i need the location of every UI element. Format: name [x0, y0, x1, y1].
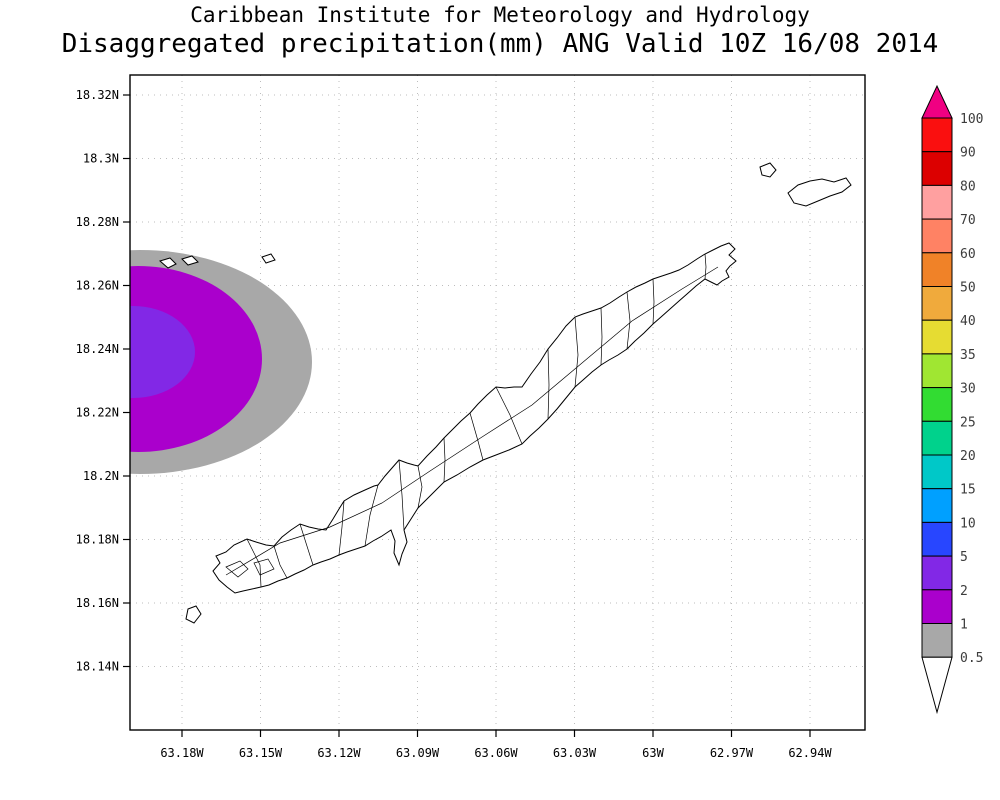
chart-title: Disaggregated precipitation(mm) ANG Vali…: [61, 29, 939, 59]
colorbar-arrow-top: [921, 84, 953, 119]
colorbar-band: [921, 286, 953, 321]
y-axis-label: 18.3N: [83, 152, 119, 166]
islet-outline: [261, 253, 276, 264]
y-axis-label: 18.22N: [76, 406, 119, 420]
colorbar-label: 100: [960, 112, 983, 127]
islet-outline: [787, 177, 852, 207]
plot-frame: [129, 74, 866, 731]
basin-boundary-line: [443, 437, 446, 483]
x-axis-label: 63.15W: [239, 746, 283, 760]
x-axis-label: 63.18W: [160, 746, 204, 760]
y-axis-label: 18.2N: [83, 469, 119, 483]
colorbar-label: 30: [960, 382, 976, 397]
colorbar-band: [921, 319, 953, 355]
basin-boundary-line: [574, 316, 579, 388]
title-block: Caribbean Institute for Meteorology and …: [0, 2, 1000, 59]
basin-boundary-line: [225, 266, 719, 576]
basin-boundary-line: [299, 523, 314, 566]
x-axis-label: 62.94W: [788, 746, 832, 760]
colorbar-band: [921, 353, 953, 389]
colorbar-label: 70: [960, 213, 976, 228]
map-plot: 18.32N 18.3N 18.28N 18.26N 18.24N 18.22N 18.2N…: [76, 74, 866, 760]
colorbar-band: [921, 488, 953, 523]
colorbar-label: 5: [960, 550, 968, 565]
basin-boundary-line: [469, 412, 484, 461]
coastline-anguilla: [212, 242, 737, 594]
y-axis-label: 18.24N: [76, 342, 119, 356]
colorbar-band: [921, 117, 953, 153]
islet-outline: [185, 605, 202, 624]
basin-boundary-line: [273, 545, 288, 579]
islet-outline: [759, 162, 777, 178]
colorbar-label: 35: [960, 348, 976, 363]
colorbar-label: 0.5: [960, 651, 983, 666]
colorbar-band: [921, 218, 953, 254]
colorbar-label: 10: [960, 516, 976, 531]
basin-boundary-line: [547, 348, 550, 420]
y-axis-label: 18.32N: [76, 88, 119, 102]
precip-contour-2-5: [130, 306, 195, 398]
x-axis-label: 63.03W: [553, 746, 597, 760]
y-axis-label: 18.14N: [76, 660, 119, 674]
basin-boundary-line: [417, 465, 423, 509]
colorbar-label: 80: [960, 179, 976, 194]
x-axis-label: 63W: [642, 746, 664, 760]
x-axis-label: 63.06W: [474, 746, 518, 760]
x-axis-label: 63.09W: [396, 746, 440, 760]
y-axis-label: 18.28N: [76, 215, 119, 229]
map-layer: [130, 162, 852, 624]
colorbar-label: 60: [960, 247, 976, 262]
colorbar-band: [921, 589, 953, 624]
basin-boundary-line: [364, 484, 379, 547]
colorbar-label: 1: [960, 618, 968, 633]
colorbar-label: 25: [960, 415, 976, 430]
colorbar-label: 50: [960, 281, 976, 296]
basin-boundary-line: [600, 307, 603, 366]
x-axis-label: 63.12W: [317, 746, 361, 760]
basin-boundary-line: [495, 386, 523, 445]
x-axis-label: 62.97W: [710, 746, 754, 760]
colorbar-label: 90: [960, 146, 976, 161]
colorbar-label: 2: [960, 584, 968, 599]
institution-title: Caribbean Institute for Meteorology and …: [190, 3, 810, 27]
islet-outline: [181, 255, 199, 266]
colorbar-label: 20: [960, 449, 976, 464]
basin-boundary-line: [398, 459, 405, 531]
y-axis-label: 18.16N: [76, 596, 119, 610]
basin-boundary-line: [225, 560, 249, 578]
basin-boundary-line: [652, 278, 655, 325]
basin-boundary-line: [246, 538, 262, 588]
colorbar-label: 15: [960, 483, 976, 498]
colorbar-band: [921, 555, 953, 591]
colorbar-band: [921, 184, 953, 220]
colorbar: 100 90 80 70 60 50 40 35 30 25 20 15 10 5 2 1 0.5: [921, 84, 983, 715]
colorbar-band: [921, 623, 953, 658]
islet-outline: [158, 257, 177, 269]
colorbar-label: 40: [960, 314, 976, 329]
y-axis-label: 18.18N: [76, 533, 119, 547]
colorbar-band: [921, 151, 953, 186]
colorbar-arrow-bottom: [921, 656, 953, 715]
basin-boundary-line: [338, 500, 345, 556]
colorbar-band: [921, 454, 953, 490]
y-axis-label: 18.26N: [76, 279, 119, 293]
colorbar-band: [921, 387, 953, 422]
colorbar-band: [921, 252, 953, 288]
colorbar-band: [921, 420, 953, 456]
basin-boundary-line: [253, 558, 275, 576]
basin-boundary-line: [626, 291, 631, 350]
colorbar-band: [921, 521, 953, 557]
